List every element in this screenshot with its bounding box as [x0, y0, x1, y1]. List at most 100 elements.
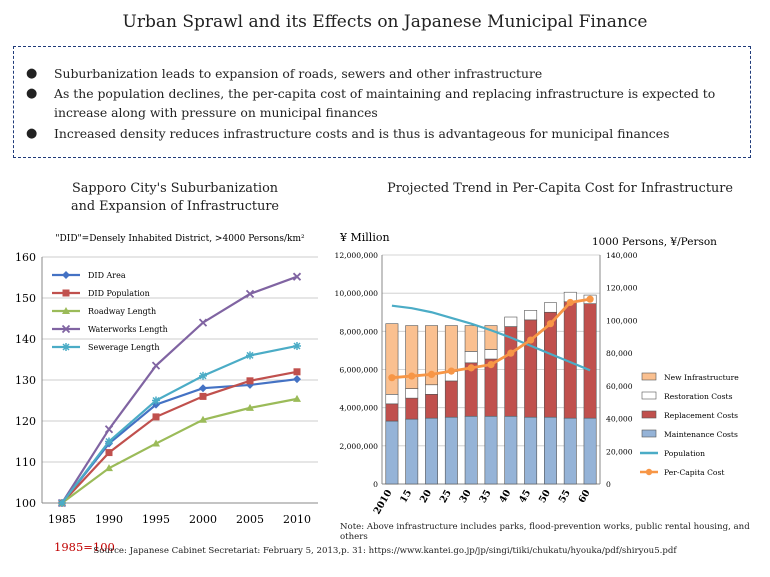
x-tick-label: 60	[577, 488, 593, 505]
bar-segment	[425, 394, 438, 419]
data-point	[152, 439, 160, 447]
left-chart-subtitle-line1: Sapporo City's Suburbanization	[71, 181, 279, 196]
y2-tick-label: 20,000	[606, 447, 633, 456]
bar-segment	[405, 418, 419, 485]
y-tick-label: 6,000,000	[339, 366, 378, 375]
data-point	[246, 351, 254, 360]
data-point	[151, 361, 161, 370]
left-chart-definition: "DID"=Densely Inhabited District, >4000 …	[55, 234, 305, 244]
legend-swatch	[641, 391, 657, 400]
y2-tick-label: 60,000	[606, 382, 633, 391]
x-tick-label: 25	[438, 488, 454, 505]
y2-tick-label: 140,000	[606, 251, 638, 260]
y-tick-label: 150	[15, 292, 36, 305]
bar-segment	[425, 325, 438, 386]
x-tick-label: 35	[477, 488, 493, 505]
right-axis-unit: 1000 Persons, ¥/Person	[592, 236, 717, 248]
chart-note: Note: Above infrastructure includes park…	[340, 522, 750, 542]
x-tick-label: 15	[398, 488, 414, 505]
legend-marker	[62, 271, 70, 279]
series-line	[61, 397, 298, 504]
left-chart-subtitle: Sapporo City's Suburbanization and Expan…	[40, 180, 310, 216]
legend-marker	[62, 343, 70, 351]
bar-segment	[464, 415, 478, 485]
legend-marker	[645, 468, 653, 476]
series-line	[61, 370, 298, 504]
bar-segment	[425, 384, 438, 395]
bullet-dot-icon: ●	[26, 66, 38, 81]
per-capita-point	[408, 372, 416, 380]
bar-segment	[444, 380, 458, 418]
legend-label: Replacement Costs	[664, 411, 738, 420]
series-line	[61, 378, 298, 504]
population-line	[391, 304, 591, 372]
left-chart: "DID"=Densely Inhabited District, >4000 …	[15, 234, 318, 526]
bar-segment	[405, 325, 419, 389]
data-point	[246, 403, 254, 411]
x-tick-label: 40	[497, 488, 513, 505]
bar-segment	[544, 302, 557, 313]
series-line	[61, 275, 298, 504]
bar-segment	[524, 310, 538, 321]
y-tick-label: 100	[15, 497, 36, 510]
bar-segment	[504, 316, 518, 327]
right-chart-subtitle: Projected Trend in Per-Capita Cost for I…	[387, 181, 733, 196]
bullet-dot-icon: ●	[26, 126, 38, 141]
bullet-text: Increased density reduces infrastructure…	[54, 126, 670, 141]
bar-segment	[405, 397, 419, 420]
series-line	[61, 344, 298, 504]
per-capita-point	[586, 295, 594, 303]
page-title: Urban Sprawl and its Effects on Japanese…	[122, 12, 648, 32]
bar-segment	[524, 319, 538, 418]
legend-label: Restoration Costs	[664, 392, 733, 401]
bar-segment	[563, 417, 577, 485]
y-tick-label: 2,000,000	[339, 442, 378, 451]
legend-label: Population	[664, 449, 705, 458]
bar-segment	[405, 388, 419, 399]
bar-segment	[484, 349, 498, 360]
x-tick-label: 2005	[236, 513, 264, 526]
x-tick-label: 50	[537, 488, 553, 505]
data-point	[246, 380, 254, 389]
data-point	[293, 394, 301, 402]
per-capita-point	[388, 374, 396, 382]
legend-label: DID Area	[88, 271, 126, 280]
bar-segment	[385, 403, 399, 422]
x-tick-label: 30	[458, 488, 474, 505]
left-axis-unit: ¥ Million	[339, 231, 390, 244]
left-chart-subtitle-line2: and Expansion of Infrastructure	[70, 199, 280, 214]
data-point	[246, 377, 254, 385]
data-point	[293, 375, 301, 384]
per-capita-point	[527, 336, 535, 344]
bullet-text: As the population declines, the per-capi…	[54, 86, 716, 120]
legend-swatch	[641, 410, 657, 419]
data-point	[293, 341, 301, 350]
data-point	[105, 437, 113, 446]
legend-swatch	[641, 372, 657, 381]
x-tick-label: 55	[557, 488, 573, 505]
x-tick-label: 20	[418, 488, 434, 505]
y2-tick-label: 120,000	[606, 284, 638, 293]
y-tick-label: 130	[15, 374, 36, 387]
bar-segment	[425, 417, 438, 485]
right-chart: ¥ Million 1000 Persons, ¥/Person 0 2,000,00…	[335, 231, 740, 516]
bullet-dot-icon: ●	[26, 86, 38, 101]
bar-segment	[524, 416, 538, 485]
per-capita-point	[566, 298, 574, 307]
bullet-text: Suburbanization leads to expansion of ro…	[54, 66, 543, 81]
per-capita-point	[447, 367, 455, 375]
data-point	[199, 384, 207, 393]
x-tick-label: 1990	[95, 513, 123, 526]
x-tick-label: 45	[517, 488, 533, 505]
legend-marker	[62, 289, 70, 297]
data-point	[105, 464, 113, 472]
y-tick-label: 10,000,000	[335, 289, 379, 298]
data-point	[293, 368, 301, 376]
bar-segment	[444, 416, 458, 485]
x-tick-label: 2000	[189, 513, 217, 526]
data-point	[104, 425, 114, 434]
y2-tick-label: 0	[606, 480, 611, 489]
data-point	[245, 289, 255, 299]
per-capita-point	[507, 349, 515, 357]
bar-segment	[385, 323, 399, 395]
